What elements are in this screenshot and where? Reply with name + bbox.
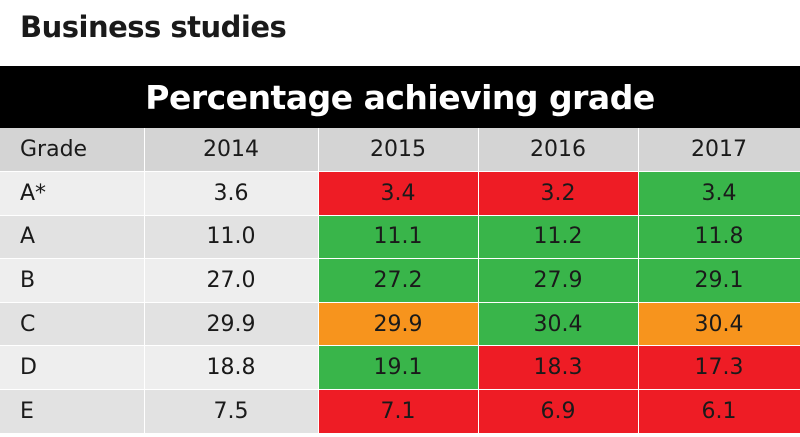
table-banner: Percentage achieving grade xyxy=(0,66,800,128)
table-body: A* 3.6 3.4 3.2 3.4 A 11.0 11.1 11.2 11.8 B 27.0 27.2… xyxy=(0,171,800,434)
table-row: A 11.0 11.1 11.2 11.8 xyxy=(0,215,800,260)
value-cell-2017: 6.1 xyxy=(638,389,800,434)
value-cell-2016: 27.9 xyxy=(478,258,639,303)
column-header-2015: 2015 xyxy=(318,128,479,173)
value-cell-2015: 11.1 xyxy=(318,215,479,260)
value-cell-2014: 27.0 xyxy=(144,258,319,303)
column-header-2016: 2016 xyxy=(478,128,639,173)
value-cell-2015: 7.1 xyxy=(318,389,479,434)
value-cell-2017: 17.3 xyxy=(638,345,800,391)
table-row: A* 3.6 3.4 3.2 3.4 xyxy=(0,171,800,216)
value-cell-2015: 3.4 xyxy=(318,171,479,216)
grade-label: C xyxy=(0,302,145,347)
grade-label: A xyxy=(0,215,145,260)
grade-label: B xyxy=(0,258,145,303)
value-cell-2014: 18.8 xyxy=(144,345,319,391)
table-row: B 27.0 27.2 27.9 29.1 xyxy=(0,258,800,303)
column-header-2017: 2017 xyxy=(638,128,800,173)
table-row: D 18.8 19.1 18.3 17.3 xyxy=(0,345,800,391)
value-cell-2016: 30.4 xyxy=(478,302,639,347)
value-cell-2015: 29.9 xyxy=(318,302,479,347)
column-header-2014: 2014 xyxy=(144,128,319,173)
grade-label: A* xyxy=(0,171,145,216)
value-cell-2014: 7.5 xyxy=(144,389,319,434)
column-header-grade: Grade xyxy=(0,128,145,173)
value-cell-2016: 11.2 xyxy=(478,215,639,260)
grades-table: Grade 2014 2015 2016 2017 A* 3.6 3.4 3.2 3.4… xyxy=(0,128,800,434)
value-cell-2015: 19.1 xyxy=(318,345,479,391)
grade-label: E xyxy=(0,389,145,434)
value-cell-2016: 6.9 xyxy=(478,389,639,434)
page-title: Business studies xyxy=(20,10,287,44)
value-cell-2017: 30.4 xyxy=(638,302,800,347)
value-cell-2014: 3.6 xyxy=(144,171,319,216)
value-cell-2014: 29.9 xyxy=(144,302,319,347)
value-cell-2017: 29.1 xyxy=(638,258,800,303)
value-cell-2015: 27.2 xyxy=(318,258,479,303)
value-cell-2017: 3.4 xyxy=(638,171,800,216)
table-row: E 7.5 7.1 6.9 6.1 xyxy=(0,389,800,434)
grade-label: D xyxy=(0,345,145,391)
value-cell-2017: 11.8 xyxy=(638,215,800,260)
value-cell-2016: 3.2 xyxy=(478,171,639,216)
header-row: Grade 2014 2015 2016 2017 xyxy=(0,128,800,173)
table-row: C 29.9 29.9 30.4 30.4 xyxy=(0,302,800,347)
value-cell-2014: 11.0 xyxy=(144,215,319,260)
value-cell-2016: 18.3 xyxy=(478,345,639,391)
